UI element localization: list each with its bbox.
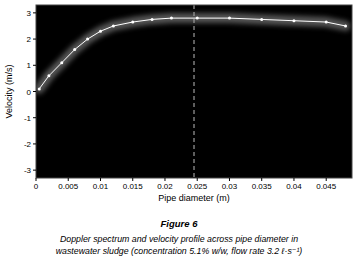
x-tick: [164, 178, 165, 181]
plot-area: [36, 5, 352, 178]
x-tick: [68, 178, 69, 181]
y-tick-label: -1: [24, 114, 32, 123]
profile-point: [228, 17, 231, 20]
x-tick-label: 0.025: [187, 182, 208, 191]
x-tick: [100, 178, 101, 181]
profile-point: [99, 30, 102, 33]
x-tick-label: 0.02: [157, 182, 173, 191]
profile-point: [112, 24, 115, 27]
spectrum-band: [39, 18, 345, 89]
profile-point: [292, 19, 295, 22]
y-tick-label: -3: [24, 166, 32, 175]
y-tick: [33, 143, 36, 144]
x-tick: [197, 178, 198, 181]
y-tick: [33, 65, 36, 66]
x-tick-label: 0.045: [316, 182, 337, 191]
profile-point: [325, 21, 328, 24]
profile-point: [131, 21, 134, 24]
profile-point: [73, 48, 76, 51]
y-tick: [33, 39, 36, 40]
profile-point: [344, 24, 347, 27]
y-tick-label: 3: [27, 9, 32, 18]
velocity-profile: [39, 18, 345, 89]
plot-marks: [38, 5, 347, 178]
x-axis-label: Pipe diameter (m): [158, 193, 230, 203]
x-tick: [293, 178, 294, 181]
y-tick: [33, 91, 36, 92]
x-tick-label: 0.01: [93, 182, 109, 191]
profile-point: [151, 18, 154, 21]
chart: -3 -2 -1 0 1 2 3 0 0.005 0.01 0.015 0.02 0.025 0.03 0.…: [0, 0, 358, 272]
profile-point: [260, 18, 263, 21]
profile-point: [170, 17, 173, 20]
profile-point: [86, 38, 89, 41]
y-tick: [33, 170, 36, 171]
y-tick-label: 0: [27, 88, 32, 97]
x-tick: [326, 178, 327, 181]
plot-frame: [36, 5, 352, 178]
y-tick-label: -2: [24, 140, 32, 149]
x-tick: [261, 178, 262, 181]
reference-line: [194, 5, 195, 178]
x-tick: [132, 178, 133, 181]
caption-line: Doppler spectrum and velocity profile ac…: [60, 234, 298, 244]
profile-point: [38, 87, 41, 90]
caption-line: wastewater sludge (concentration 5.1% w/…: [56, 246, 303, 256]
x-tick-label: 0.03: [222, 182, 238, 191]
y-tick-label: 2: [27, 35, 32, 44]
profile-point: [60, 61, 63, 64]
y-axis-label: Velocity (m/s): [4, 64, 14, 118]
caption-label: Figure 6: [161, 218, 199, 229]
x-tick-label: 0.015: [123, 182, 144, 191]
y-tick: [33, 117, 36, 118]
x-tick-label: 0.035: [252, 182, 273, 191]
x-tick-label: 0: [34, 182, 39, 191]
x-tick: [36, 178, 37, 181]
y-tick-label: 1: [27, 61, 32, 70]
y-tick: [33, 12, 36, 13]
profile-point: [196, 17, 199, 20]
x-tick-label: 0.005: [58, 182, 79, 191]
profile-point: [47, 74, 50, 77]
x-tick: [229, 178, 230, 181]
x-tick-label: 0.04: [286, 182, 302, 191]
